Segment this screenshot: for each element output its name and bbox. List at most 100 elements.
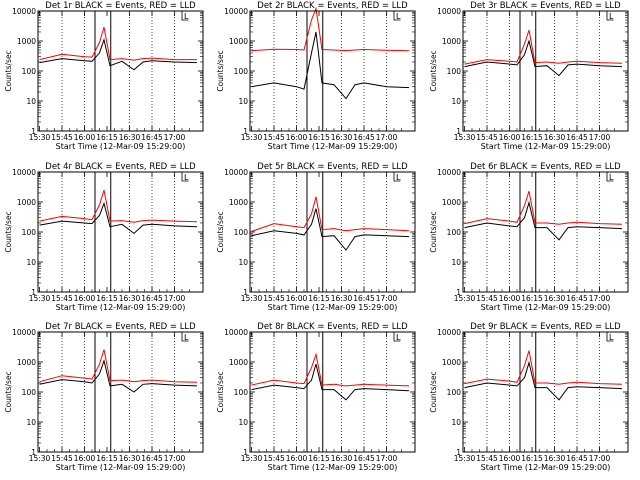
y-tick-label: 10	[238, 418, 248, 427]
series-line-events	[39, 359, 198, 393]
x-tick-label: 16:00	[286, 454, 308, 463]
y-tick-label: 10000	[437, 328, 461, 337]
marker-bracket	[393, 11, 401, 21]
x-tick-label: 17:00	[589, 294, 611, 303]
x-tick-label: 16:45	[566, 294, 588, 303]
plot-frame	[249, 331, 416, 453]
x-tick-label: 16:00	[74, 454, 96, 463]
x-tick-label: 16:45	[566, 133, 588, 142]
y-axis-label: Counts/sec	[4, 50, 13, 91]
x-axis-label: Start Time (12-Mar-09 15:29:00)	[56, 463, 186, 472]
x-tick-label: 17:00	[589, 133, 611, 142]
x-tick-label: 16:15	[96, 454, 118, 463]
marker-label: L	[396, 333, 401, 342]
y-axis-label: Counts/sec	[216, 50, 225, 91]
x-tick-label: 16:00	[499, 133, 521, 142]
x-tick-label: 16:15	[96, 133, 118, 142]
x-tick-label: 15:30	[454, 454, 476, 463]
x-tick-label: 15:45	[51, 294, 73, 303]
x-tick-label: 17:00	[376, 133, 398, 142]
y-tick-label: 1000	[442, 198, 461, 207]
series-line-events	[39, 201, 198, 235]
series-line-lld	[39, 349, 198, 383]
series-line-events	[39, 37, 198, 71]
panel-title: Det 5r BLACK = Events, RED = LLD	[257, 162, 408, 172]
y-tick-label: 100	[447, 388, 462, 397]
y-tick-label: 1	[243, 288, 248, 297]
x-axis-label: Start Time (12-Mar-09 15:29:00)	[481, 142, 611, 151]
y-tick-label: 10000	[12, 168, 36, 177]
x-tick-label: 15:45	[263, 133, 285, 142]
y-tick-label: 100	[22, 228, 37, 237]
x-tick-label: 17:00	[589, 454, 611, 463]
x-axis-label: Start Time (12-Mar-09 15:29:00)	[268, 142, 398, 151]
y-tick-label: 1000	[442, 37, 461, 46]
y-axis-label: Counts/sec	[4, 371, 13, 412]
y-tick-label: 100	[22, 67, 37, 76]
y-tick-label: 10	[26, 418, 36, 427]
x-tick-label: 15:30	[29, 133, 51, 142]
series-line-events	[464, 360, 623, 401]
marker-label: L	[184, 333, 189, 342]
x-tick-label: 16:00	[286, 294, 308, 303]
series-line-lld	[464, 350, 623, 385]
y-tick-label: 10000	[224, 168, 248, 177]
y-tick-label: 10	[451, 97, 461, 106]
x-tick-label: 16:45	[141, 133, 163, 142]
plot-frame	[37, 331, 204, 453]
y-tick-label: 10000	[12, 7, 36, 16]
x-tick-label: 16:15	[96, 294, 118, 303]
x-axis-label: Start Time (12-Mar-09 15:29:00)	[268, 303, 398, 312]
x-tick-label: 15:30	[241, 133, 263, 142]
y-tick-label: 100	[234, 388, 249, 397]
x-tick-label: 17:00	[376, 454, 398, 463]
x-tick-label: 16:45	[353, 294, 375, 303]
x-axis-label: Start Time (12-Mar-09 15:29:00)	[56, 142, 186, 151]
y-tick-label: 10	[26, 258, 36, 267]
series-line-lld	[39, 26, 197, 61]
y-tick-label: 1000	[229, 37, 248, 46]
x-tick-label: 16:15	[521, 133, 543, 142]
y-tick-label: 1	[31, 127, 36, 136]
series-line-lld	[251, 6, 410, 52]
panel-title: Det 8r BLACK = Events, RED = LLD	[257, 322, 408, 332]
y-axis-label: Counts/sec	[429, 211, 438, 252]
x-tick-label: 17:00	[376, 294, 398, 303]
x-tick-label: 16:30	[119, 454, 141, 463]
series-line-lld	[251, 196, 410, 232]
y-tick-label: 100	[234, 228, 249, 237]
y-tick-label: 100	[447, 67, 462, 76]
plot-frame	[37, 10, 204, 132]
x-tick-label: 16:15	[521, 294, 543, 303]
x-tick-label: 16:15	[308, 294, 330, 303]
y-tick-label: 10000	[12, 328, 36, 337]
y-axis-label: Counts/sec	[216, 211, 225, 252]
marker-bracket	[393, 332, 401, 342]
y-tick-label: 10000	[224, 7, 248, 16]
x-tick-label: 15:30	[241, 454, 263, 463]
x-tick-label: 15:30	[29, 454, 51, 463]
x-tick-label: 16:30	[331, 294, 353, 303]
x-tick-label: 16:15	[521, 454, 543, 463]
panel-title: Det 4r BLACK = Events, RED = LLD	[45, 162, 196, 172]
x-tick-label: 16:30	[544, 454, 566, 463]
marker-label: L	[184, 173, 189, 182]
x-tick-label: 15:45	[476, 294, 498, 303]
x-tick-label: 16:30	[119, 133, 141, 142]
panel-title: Det 2r BLACK = Events, RED = LLD	[257, 1, 408, 11]
y-axis-label: Counts/sec	[429, 50, 438, 91]
x-tick-label: 16:15	[308, 454, 330, 463]
y-tick-label: 1	[243, 448, 248, 457]
y-tick-label: 10000	[437, 7, 461, 16]
x-tick-label: 16:45	[141, 454, 163, 463]
y-tick-label: 10	[451, 418, 461, 427]
x-tick-label: 15:45	[263, 294, 285, 303]
marker-bracket	[606, 172, 614, 182]
y-tick-label: 1000	[229, 358, 248, 367]
